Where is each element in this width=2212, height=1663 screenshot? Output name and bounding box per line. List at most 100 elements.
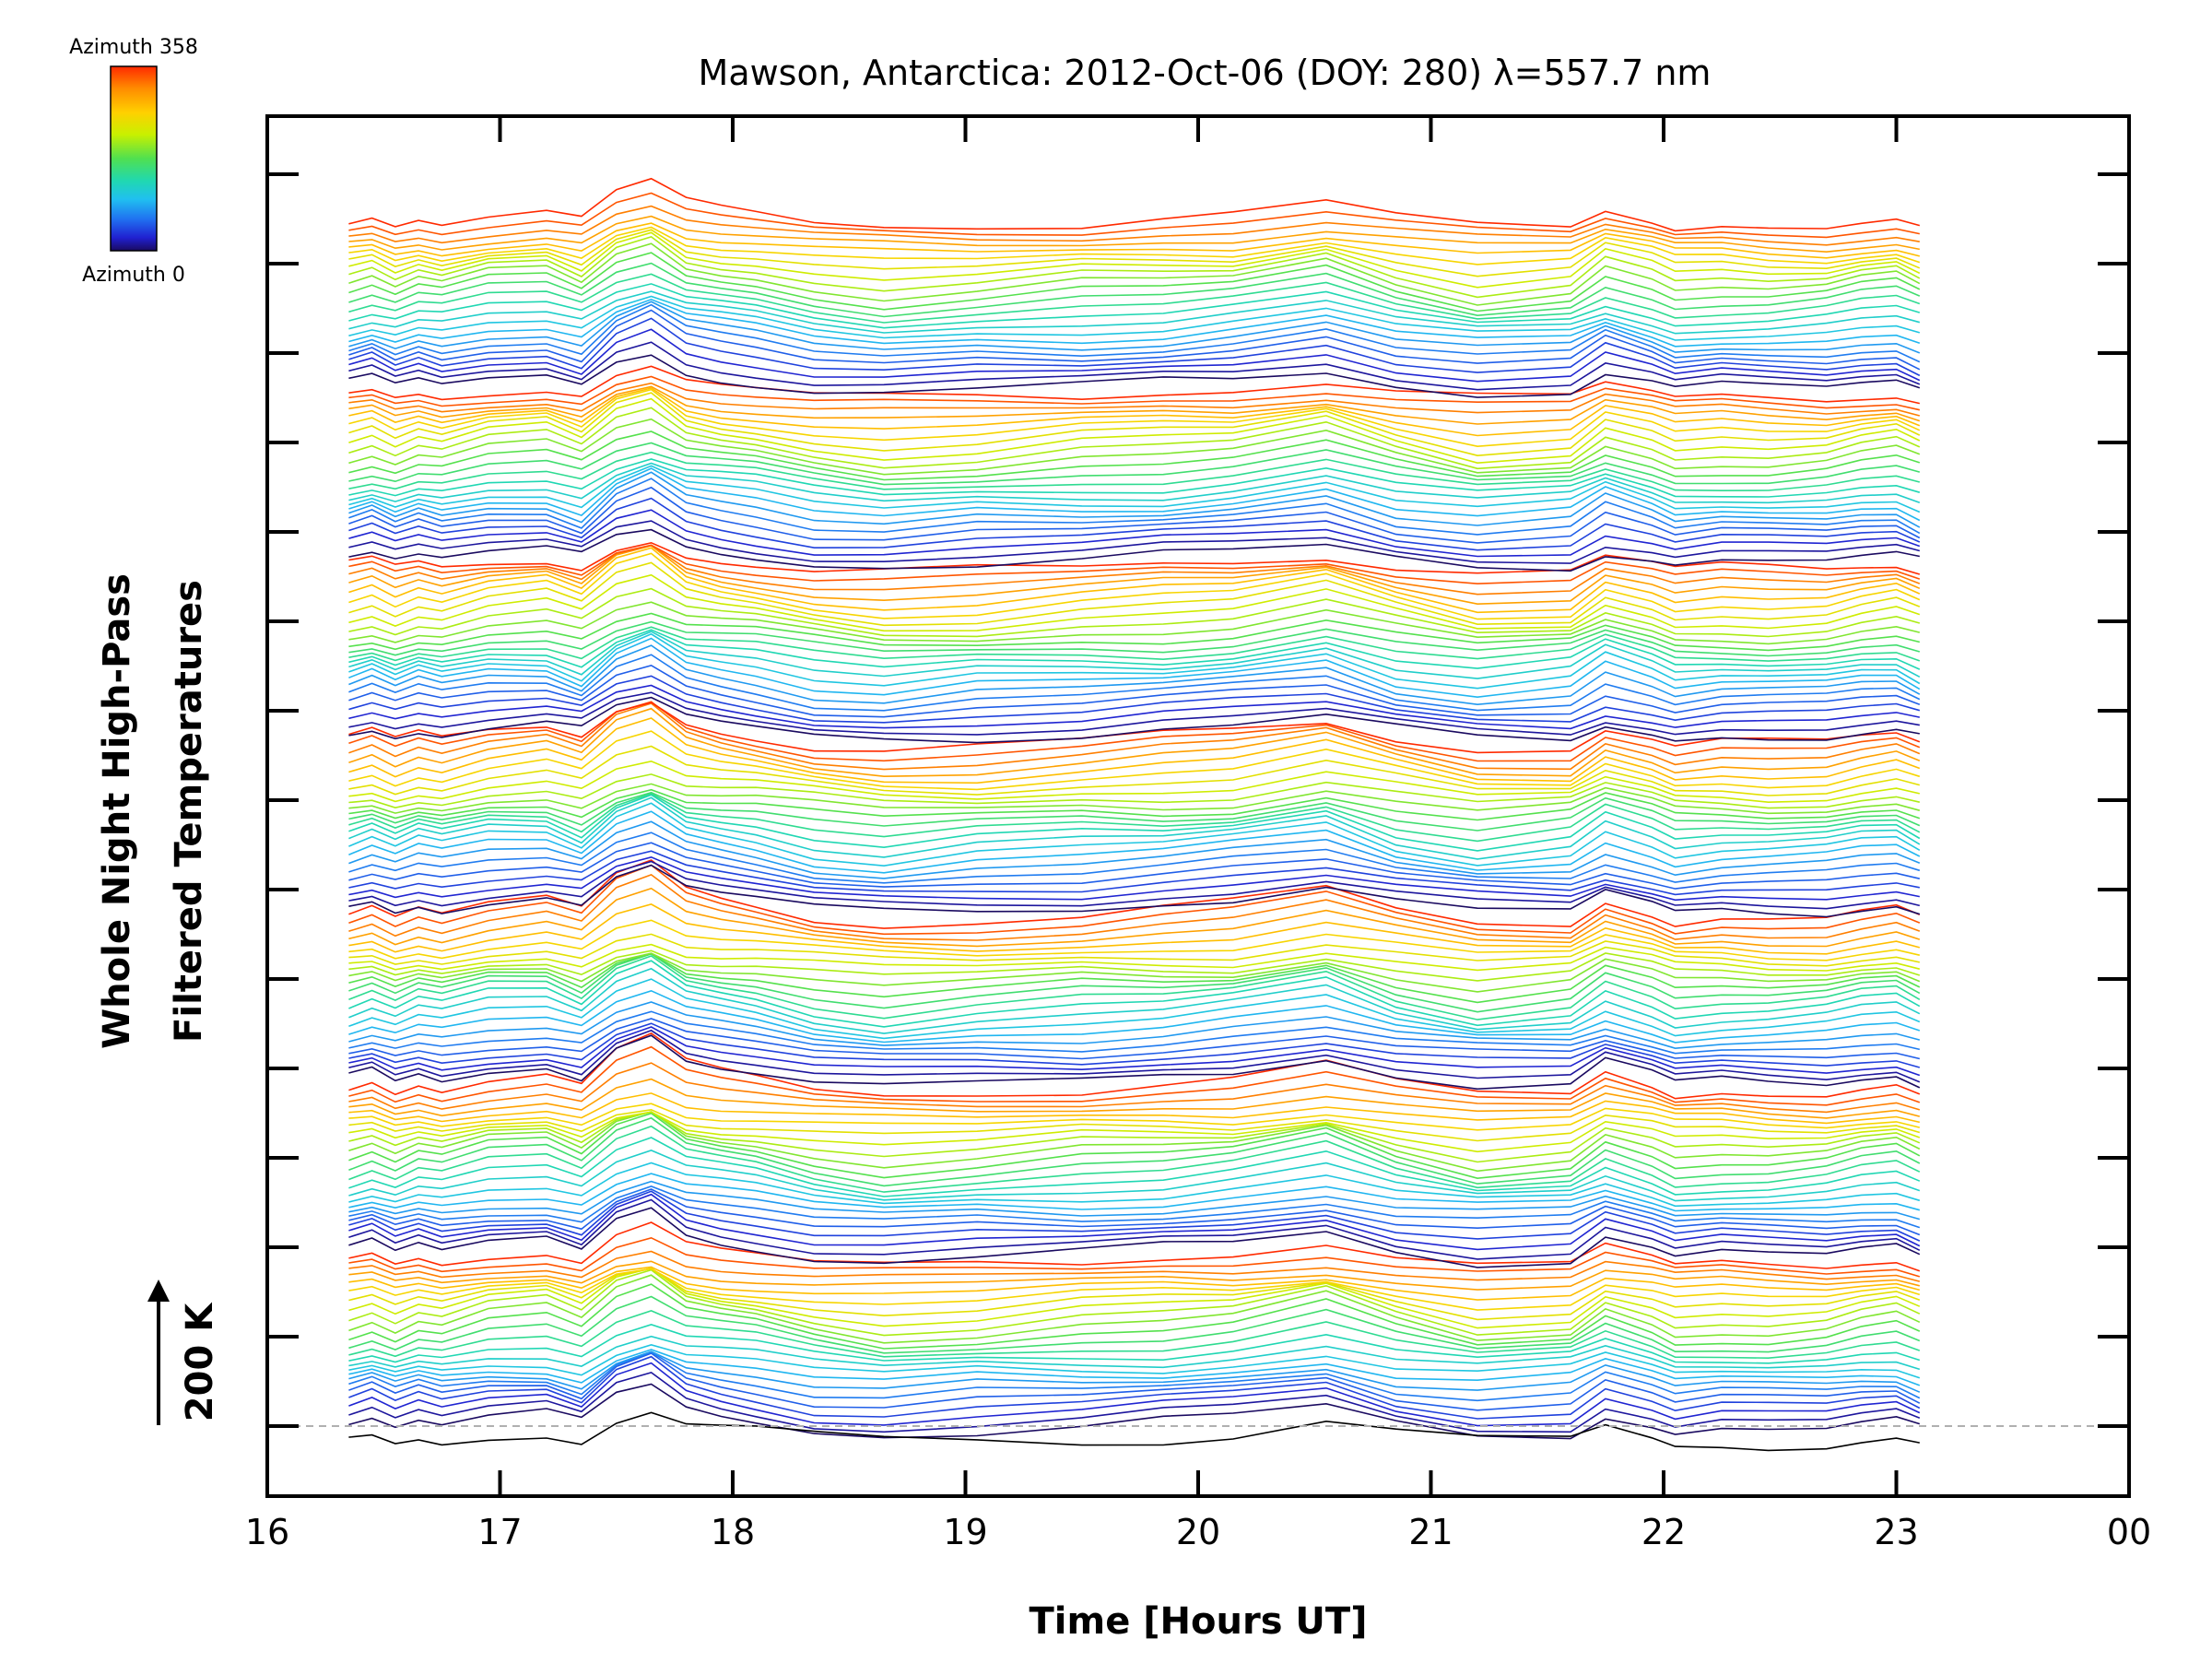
temperature-trace [348,707,1921,778]
colorbar-top-label: Azimuth 358 [69,36,198,59]
temperature-trace [348,295,1921,341]
temperature-trace [348,1198,1921,1260]
scale-bar-label: 200 K [179,1302,221,1421]
temperature-trace [348,1193,1921,1251]
temperature-trace [348,301,1921,354]
plot-lines [348,177,1921,1452]
temperature-trace [348,262,1921,318]
temperature-trace [348,226,1921,265]
temperature-trace [348,887,1921,948]
temperature-trace [348,354,1921,398]
temperature-trace [348,788,1921,821]
temperature-trace [348,544,1921,596]
temperature-trace [348,387,1921,437]
x-tick-label: 17 [477,1512,522,1552]
temperature-trace [348,1266,1921,1301]
temperature-trace [348,675,1921,724]
temperature-trace [348,620,1921,657]
temperature-trace [348,919,1920,961]
x-tick-label: 20 [1176,1512,1220,1552]
temperature-trace [348,541,1921,575]
temperature-trace [348,283,1921,329]
temperature-trace [348,385,1921,425]
temperature-trace [348,1349,1921,1386]
temperature-trace [348,793,1921,843]
temperature-trace [348,545,1921,606]
temperature-trace [348,1111,1921,1163]
temperature-trace [348,1010,1920,1055]
temperature-trace [348,462,1921,504]
temperature-trace [348,1335,1921,1371]
temperature-trace [348,1062,1921,1114]
temperature-trace [348,509,1921,558]
x-ticks: 16 17 18 19 20 21 22 23 00 [245,116,2151,1552]
temperature-trace [348,520,1921,564]
temperature-trace [348,791,1921,832]
temperature-trace [348,252,1921,313]
scale-bar-arrowhead [147,1280,170,1302]
temperature-trace [348,1352,1921,1411]
temperature-trace [348,547,1921,614]
x-tick-label: 22 [1641,1512,1686,1552]
temperature-trace [348,561,1921,627]
temperature-trace [348,1032,1921,1100]
temperature-trace [348,1026,1921,1077]
temperature-trace [348,850,1920,896]
temperature-trace [348,1350,1921,1402]
temperature-trace [348,960,1921,1028]
temperature-trace [348,601,1920,645]
temperature-trace [348,1372,1921,1433]
temperature-trace [348,773,1920,809]
temperature-trace [348,1355,1921,1420]
temperature-trace [348,1112,1921,1180]
temperature-trace [348,1108,1921,1142]
colorbar-bottom-label: Azimuth 0 [82,264,185,287]
temperature-trace [348,1362,1921,1427]
temperature-trace [348,745,1921,796]
temperature-trace [348,1162,1921,1208]
temperature-trace [348,1103,1920,1131]
temperature-trace [348,392,1921,457]
temperature-trace [348,637,1921,699]
temperature-trace [348,1207,1921,1268]
temperature-trace [348,1267,1921,1329]
scale-bar: 200 K [147,1280,221,1425]
temperature-trace [348,430,1921,481]
temperature-trace [348,955,1921,1020]
temperature-trace [348,696,1920,744]
temperature-trace [348,192,1920,239]
temperature-trace [348,967,1921,1034]
temperature-trace [348,1190,1921,1242]
temperature-trace [348,859,1921,929]
temperature-trace [348,1236,1921,1278]
temperature-trace [348,949,1921,982]
temperature-trace [348,760,1920,804]
temperature-trace [348,701,1921,762]
temperature-trace [348,397,1921,465]
y-axis-title-line1: Whole Night High-Pass [96,573,138,1049]
temperature-trace [348,451,1921,492]
temperature-trace [348,478,1921,536]
temperature-trace [348,486,1921,544]
x-tick-label: 00 [2107,1512,2151,1552]
temperature-trace [348,631,1921,679]
temperature-trace [348,1343,1921,1379]
temperature-trace [348,1268,1921,1311]
x-tick-label: 18 [711,1512,755,1552]
temperature-trace [348,471,1921,528]
temperature-trace [348,783,1921,815]
temperature-trace [348,1295,1921,1354]
temperature-trace [348,684,1920,730]
temperature-trace [348,205,1920,246]
temperature-trace [348,1260,1920,1291]
temperature-trace [348,1022,1921,1068]
temperature-trace [348,864,1921,918]
temperature-trace [348,953,1921,1013]
temperature-trace [348,1310,1921,1360]
temperature-trace [348,810,1921,874]
temperature-trace [348,1111,1921,1153]
temperature-trace [348,989,1921,1044]
x-tick-label: 16 [245,1512,289,1552]
temperature-trace [348,644,1921,706]
y-axis-title-line2: Filtered Temperatures [168,580,210,1043]
